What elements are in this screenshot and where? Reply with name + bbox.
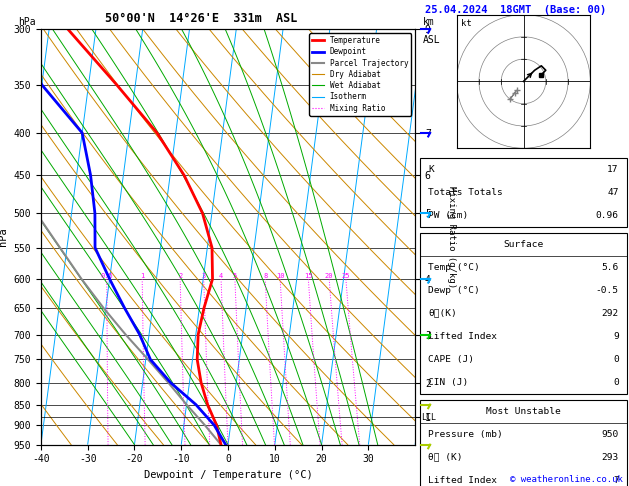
Text: -0.5: -0.5 — [596, 286, 619, 295]
Text: 10: 10 — [276, 273, 284, 279]
Text: Dewp (°C): Dewp (°C) — [428, 286, 480, 295]
Y-axis label: Mixing Ratio (g/kg): Mixing Ratio (g/kg) — [447, 186, 456, 288]
Text: θᴄ (K): θᴄ (K) — [428, 452, 463, 462]
Text: K: K — [428, 165, 434, 174]
Text: 950: 950 — [601, 430, 619, 439]
Text: Temp (°C): Temp (°C) — [428, 263, 480, 272]
Text: © weatheronline.co.uk: © weatheronline.co.uk — [510, 475, 623, 484]
Bar — [420, 158, 627, 226]
Text: 5.6: 5.6 — [601, 263, 619, 272]
Text: 0: 0 — [613, 355, 619, 364]
Text: 293: 293 — [601, 452, 619, 462]
Text: Lifted Index: Lifted Index — [428, 332, 498, 341]
Text: 0.5: 0.5 — [101, 273, 113, 279]
Text: 0: 0 — [613, 378, 619, 386]
Text: kt: kt — [461, 19, 472, 28]
Text: Pressure (mb): Pressure (mb) — [428, 430, 503, 439]
X-axis label: Dewpoint / Temperature (°C): Dewpoint / Temperature (°C) — [143, 470, 313, 480]
Text: 8: 8 — [263, 273, 267, 279]
Text: CAPE (J): CAPE (J) — [428, 355, 474, 364]
Text: 15: 15 — [304, 273, 313, 279]
Text: hPa: hPa — [18, 17, 36, 27]
Text: 4: 4 — [219, 273, 223, 279]
Text: 7: 7 — [613, 476, 619, 485]
Text: Most Unstable: Most Unstable — [486, 407, 561, 416]
Text: 3: 3 — [201, 273, 206, 279]
Text: 292: 292 — [601, 309, 619, 318]
Text: LCL: LCL — [421, 413, 436, 421]
Text: PW (cm): PW (cm) — [428, 211, 469, 220]
Text: 5: 5 — [233, 273, 237, 279]
Text: km: km — [423, 17, 435, 27]
Text: Surface: Surface — [503, 240, 543, 249]
Text: 0.96: 0.96 — [596, 211, 619, 220]
Text: 25: 25 — [342, 273, 350, 279]
Text: CIN (J): CIN (J) — [428, 378, 469, 386]
Text: 1: 1 — [140, 273, 144, 279]
Text: 20: 20 — [325, 273, 333, 279]
Text: Lifted Index: Lifted Index — [428, 476, 498, 485]
Bar — [420, 233, 627, 394]
Text: 9: 9 — [613, 332, 619, 341]
Text: 17: 17 — [607, 165, 619, 174]
Y-axis label: hPa: hPa — [0, 227, 8, 246]
Legend: Temperature, Dewpoint, Parcel Trajectory, Dry Adiabat, Wet Adiabat, Isotherm, Mi: Temperature, Dewpoint, Parcel Trajectory… — [309, 33, 411, 116]
Text: ASL: ASL — [423, 35, 440, 45]
Text: 25.04.2024  18GMT  (Base: 00): 25.04.2024 18GMT (Base: 00) — [425, 5, 606, 15]
Text: θᴄ(K): θᴄ(K) — [428, 309, 457, 318]
Text: Totals Totals: Totals Totals — [428, 188, 503, 197]
Text: 50°00'N  14°26'E  331m  ASL: 50°00'N 14°26'E 331m ASL — [105, 12, 298, 25]
Bar — [420, 400, 627, 486]
Text: 2: 2 — [178, 273, 182, 279]
Text: 47: 47 — [607, 188, 619, 197]
